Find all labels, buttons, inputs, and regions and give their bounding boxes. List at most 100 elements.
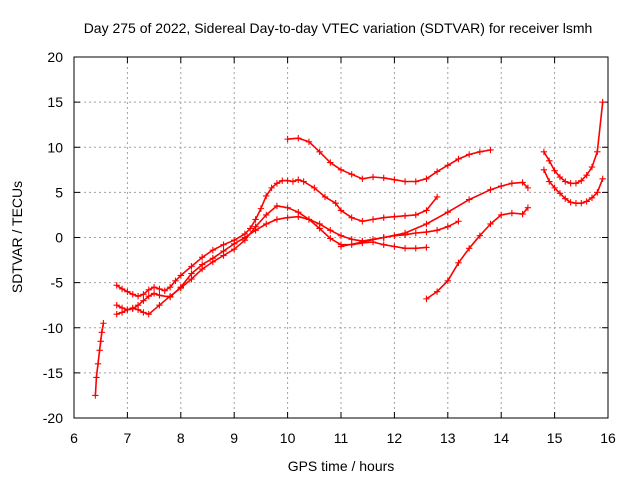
data-point	[359, 238, 366, 246]
data-point	[172, 277, 179, 285]
x-tick-label: 15	[547, 430, 563, 446]
data-point	[519, 179, 526, 186]
data-point	[118, 285, 126, 293]
data-point	[391, 243, 398, 250]
data-point	[433, 288, 441, 295]
x-tick-label: 11	[334, 430, 349, 446]
series-line	[425, 206, 529, 300]
data-point	[337, 207, 345, 214]
data-point	[433, 168, 441, 175]
data-point	[423, 244, 430, 251]
data-point	[423, 207, 430, 214]
y-axis-label: SDTVAR / TECUs	[9, 181, 25, 293]
data-point	[284, 204, 291, 211]
x-tick-label: 14	[493, 430, 509, 446]
data-point	[401, 178, 409, 185]
data-point	[508, 180, 516, 187]
data-point	[401, 245, 409, 252]
data-point	[423, 295, 430, 303]
data-point	[391, 176, 398, 183]
series-arc-7	[423, 204, 532, 303]
data-point	[166, 292, 174, 300]
data-point	[583, 172, 590, 179]
data-point	[380, 234, 387, 241]
data-point	[551, 184, 558, 192]
data-point	[257, 205, 265, 212]
data-point	[134, 292, 142, 300]
y-tick-label: -15	[43, 365, 63, 381]
data-point	[380, 214, 387, 221]
data-point	[177, 272, 184, 279]
x-tick-label: 16	[600, 430, 616, 446]
data-point	[209, 258, 217, 266]
data-point	[284, 177, 291, 184]
data-point	[594, 148, 601, 155]
data-point	[289, 178, 297, 185]
data-point	[273, 202, 281, 210]
data-point	[100, 320, 107, 327]
data-point	[150, 290, 158, 297]
data-point	[295, 209, 302, 216]
data-point	[401, 229, 409, 237]
data-point	[546, 178, 553, 185]
data-point	[578, 200, 585, 207]
x-tick-label: 6	[70, 430, 78, 446]
data-point	[145, 286, 152, 294]
data-point	[279, 177, 286, 184]
x-axis-label: GPS time / hours	[288, 458, 395, 474]
data-point	[263, 220, 270, 228]
data-point	[444, 162, 451, 169]
data-point	[327, 235, 334, 242]
y-tick-label: -20	[43, 410, 63, 426]
data-point	[359, 218, 366, 225]
data-point	[572, 180, 580, 187]
data-point	[476, 148, 484, 155]
data-point	[433, 193, 441, 201]
data-point	[444, 223, 451, 230]
y-tick-label: 15	[47, 94, 63, 110]
data-point	[231, 240, 238, 248]
data-point	[177, 284, 184, 292]
data-point	[588, 194, 596, 201]
data-point	[273, 180, 281, 187]
data-point	[567, 180, 574, 187]
data-point	[487, 186, 494, 193]
series-arc-1	[92, 320, 107, 399]
data-point	[97, 338, 104, 345]
data-point	[198, 265, 206, 273]
data-point	[562, 195, 569, 202]
data-point	[556, 190, 564, 197]
data-point	[96, 347, 103, 354]
data-point	[220, 252, 227, 259]
data-point	[562, 178, 569, 185]
y-tick-label: 20	[47, 49, 63, 65]
data-point	[188, 275, 195, 283]
data-point	[156, 285, 163, 293]
y-tick-label: -5	[51, 275, 64, 291]
data-point	[140, 309, 147, 316]
data-point	[455, 155, 462, 163]
data-point	[455, 259, 462, 266]
data-point	[166, 283, 174, 291]
data-point	[369, 173, 377, 181]
data-point	[92, 392, 99, 399]
data-point	[129, 304, 136, 312]
data-point	[348, 171, 355, 178]
series-arc-8	[540, 98, 606, 187]
data-point	[519, 210, 526, 218]
data-point	[487, 220, 494, 228]
data-point	[433, 227, 441, 234]
data-point	[412, 245, 419, 252]
data-point	[150, 283, 158, 291]
data-point	[305, 138, 313, 146]
series-arc-2	[113, 176, 441, 300]
data-point	[129, 291, 136, 298]
x-tick-label: 7	[124, 430, 132, 446]
data-point	[252, 223, 259, 230]
data-point	[198, 254, 206, 261]
data-point	[337, 232, 345, 239]
data-point	[412, 211, 419, 219]
data-point	[348, 236, 355, 243]
data-point	[476, 232, 484, 239]
data-point	[188, 263, 195, 270]
